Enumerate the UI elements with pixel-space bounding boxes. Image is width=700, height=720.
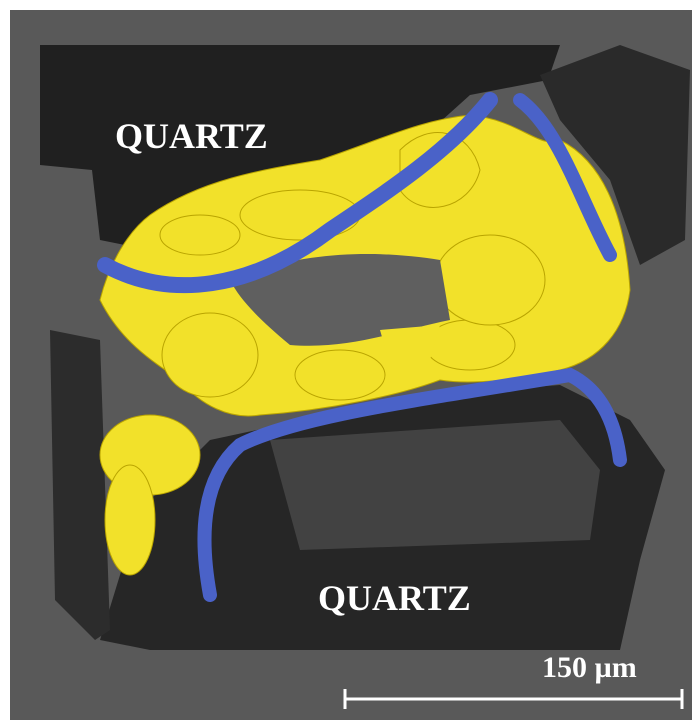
yellow-phase [99,114,631,576]
translucent-grain [270,420,600,550]
yellow-blob [161,312,259,398]
blue-band [197,367,627,602]
label-bottom: QUARTZ [318,578,471,618]
scale-bar-label: 150 µm [542,651,637,684]
quartz-top [40,45,560,250]
label-top: QUARTZ [115,116,268,156]
pore-space [230,254,450,346]
scale-bar [343,689,684,709]
yellow-blob [104,464,156,576]
blue-band [513,93,617,262]
yellow-blob [380,325,440,365]
quartz-left [50,330,110,640]
yellow-blob [294,349,386,401]
blue-band [97,92,498,294]
yellow-blob [159,214,241,256]
blue-phase [97,92,627,602]
quartz-top-right [540,45,690,265]
yellow-blob [399,132,481,208]
yellow-blob [434,234,546,326]
